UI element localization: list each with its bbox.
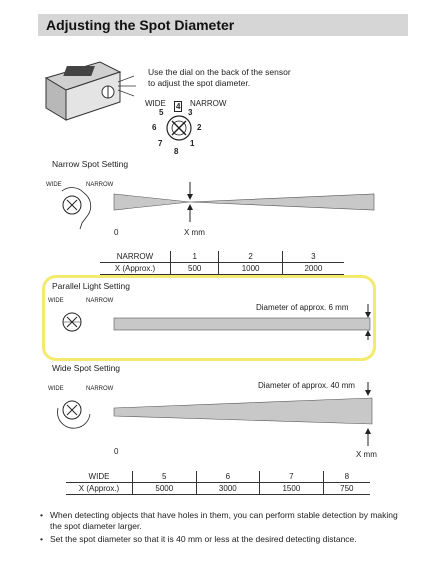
- wide-row-label: X (Approx.): [66, 482, 133, 494]
- bullet-icon: •: [40, 534, 43, 544]
- narrow-dial-narrow: NARROW: [86, 182, 114, 188]
- parallel-dial-icon: [62, 312, 82, 332]
- wide-axis-zero: 0: [114, 447, 119, 456]
- wide-distance-8: 750: [322, 482, 370, 494]
- notes-list: • When detecting objects that have holes …: [40, 510, 410, 547]
- wide-table-label: WIDE: [88, 472, 110, 481]
- dial-number-7: 7: [158, 139, 163, 148]
- wide-distance-6: 3000: [195, 482, 260, 494]
- wide-distance-5: 5000: [132, 482, 197, 494]
- note-text-2: Set the spot diameter so that it is 40 m…: [50, 534, 357, 544]
- narrow-table-rule: [100, 274, 344, 275]
- page-title: Adjusting the Spot Diameter: [46, 17, 235, 33]
- wide-diameter: Diameter of approx. 40 mm: [258, 381, 355, 390]
- narrow-section-title: Narrow Spot Setting: [52, 159, 129, 169]
- wide-dial-narrow: NARROW: [86, 386, 114, 392]
- wide-table: WIDE 5 6 7 8 X (Approx.) 5000 3000 1500 …: [66, 471, 370, 494]
- wide-beam-diagram: [113, 382, 373, 446]
- narrow-table-label: NARROW: [116, 252, 154, 261]
- wide-table-rule: [66, 494, 370, 495]
- parallel-dial-narrow: NARROW: [86, 298, 114, 304]
- narrow-dial-icon: [61, 187, 92, 230]
- narrow-axis-zero: 0: [114, 228, 119, 237]
- narrow-distance-1: 500: [169, 262, 219, 274]
- wide-setting-6: 6: [195, 471, 260, 483]
- narrow-setting-3: 3: [281, 251, 344, 263]
- note-text-1: When detecting objects that have holes i…: [50, 510, 398, 531]
- title-bar: [38, 14, 408, 36]
- narrow-table: NARROW 1 2 3 X (Approx.) 500 1000 2000: [100, 251, 344, 274]
- instruction-line-2: to adjust the spot diameter.: [148, 78, 251, 88]
- dial-label-wide: WIDE: [145, 99, 166, 108]
- dial-label-narrow: NARROW: [190, 99, 227, 108]
- instruction-line-1: Use the dial on the back of the sensor: [148, 67, 291, 77]
- dial-number-3: 3: [188, 108, 193, 117]
- wide-setting-8: 8: [322, 471, 370, 483]
- note-item: • When detecting objects that have holes …: [40, 510, 410, 532]
- narrow-distance-3: 2000: [281, 262, 344, 274]
- note-item: • Set the spot diameter so that it is 40 …: [40, 534, 410, 545]
- narrow-setting-2: 2: [218, 251, 283, 263]
- wide-distance-7: 1500: [259, 482, 324, 494]
- narrow-dial-wide: WIDE: [46, 182, 62, 188]
- parallel-section-title: Parallel Light Setting: [52, 281, 130, 291]
- parallel-diameter: Diameter of approx. 6 mm: [256, 303, 349, 312]
- wide-setting-5: 5: [132, 471, 197, 483]
- narrow-distance-2: 1000: [218, 262, 283, 274]
- wide-section-title: Wide Spot Setting: [52, 363, 121, 373]
- wide-dial-icon: [57, 400, 91, 429]
- dial-number-6: 6: [152, 123, 157, 132]
- sensor-illustration: [44, 61, 136, 121]
- narrow-axis-x: X mm: [184, 228, 205, 237]
- dial-number-8: 8: [174, 147, 179, 156]
- dial-number-2: 2: [197, 123, 202, 132]
- wide-setting-7: 7: [259, 471, 324, 483]
- dial-number-5: 5: [159, 108, 164, 117]
- parallel-dial-wide: WIDE: [48, 298, 64, 304]
- dial-number-1: 1: [190, 139, 195, 148]
- wide-axis-x: X mm: [356, 450, 377, 459]
- parallel-highlight: [42, 275, 376, 361]
- instruction-text: Use the dial on the back of the sensor t…: [148, 67, 291, 89]
- narrow-row-label: X (Approx.): [100, 262, 171, 274]
- narrow-setting-1: 1: [169, 251, 219, 263]
- wide-dial-wide: WIDE: [48, 386, 64, 392]
- bullet-icon: •: [40, 510, 43, 520]
- narrow-beam-diagram: [113, 182, 375, 222]
- dial-number-4: 4: [174, 101, 183, 112]
- parallel-beam-diagram: [113, 304, 371, 340]
- dial-knob-icon: [166, 115, 192, 141]
